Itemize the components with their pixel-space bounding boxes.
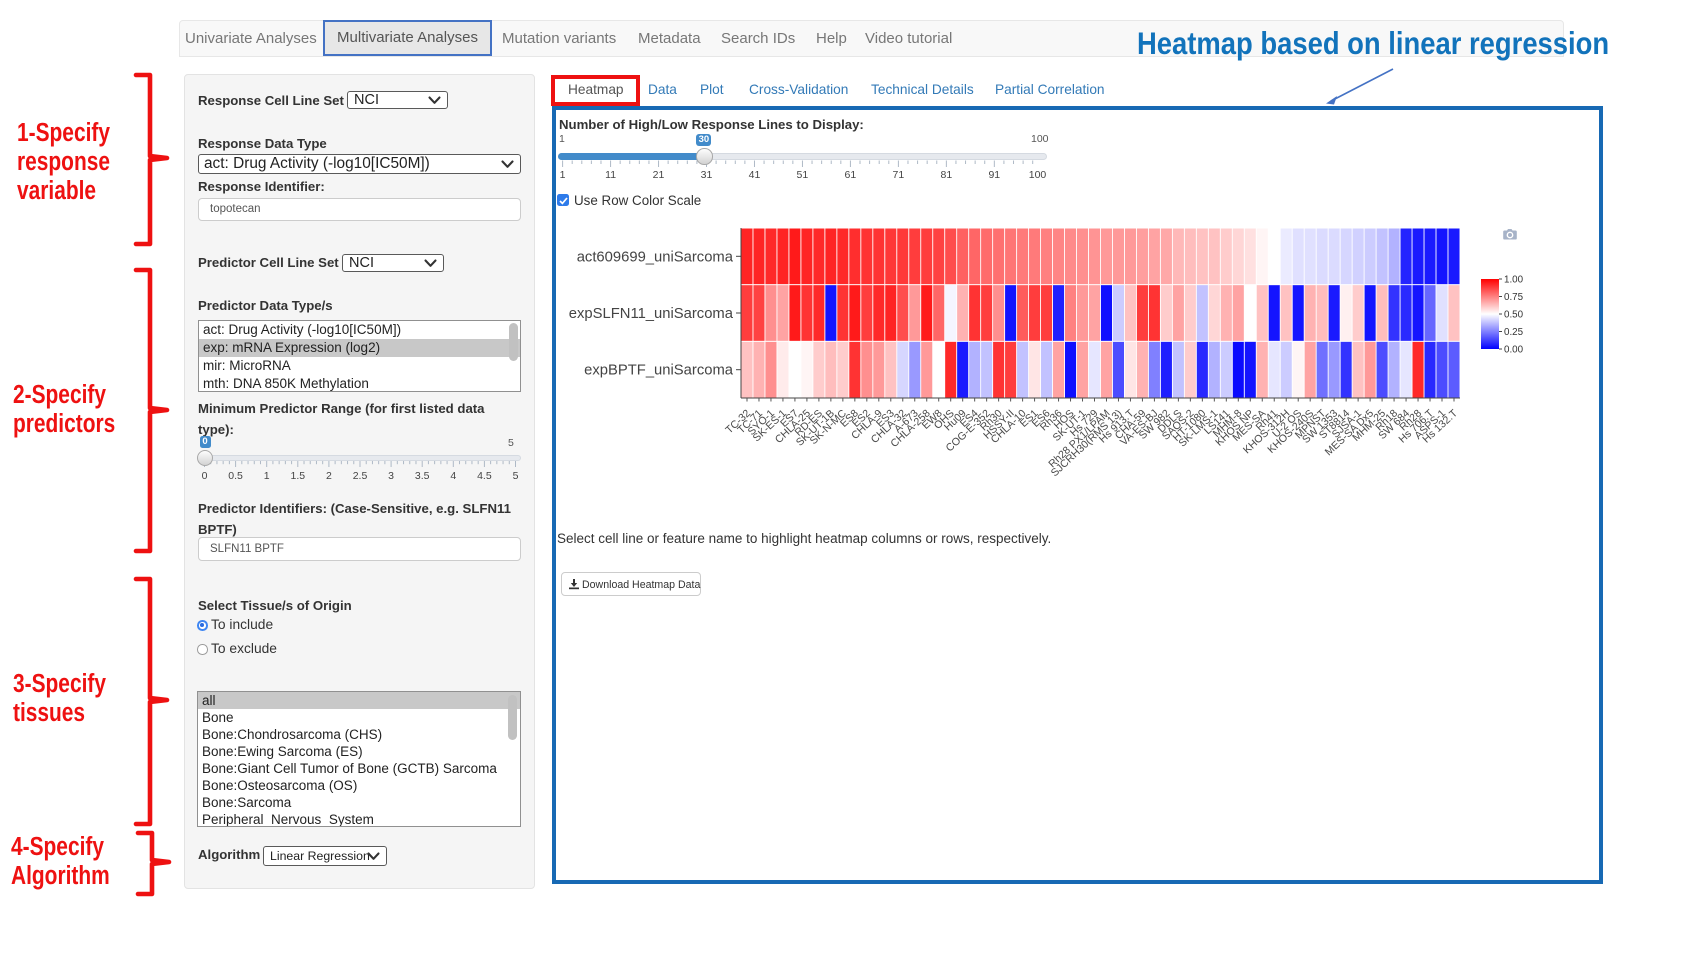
svg-text:expBPTF_uniSarcoma: expBPTF_uniSarcoma — [584, 363, 734, 379]
svg-text:1.00: 1.00 — [1504, 275, 1524, 286]
svg-text:0.25: 0.25 — [1504, 327, 1524, 338]
svg-text:expSLFN11_uniSarcoma: expSLFN11_uniSarcoma — [569, 306, 734, 322]
svg-text:0.50: 0.50 — [1504, 310, 1524, 321]
svg-text:act609699_uniSarcoma: act609699_uniSarcoma — [577, 249, 734, 265]
svg-text:0.75: 0.75 — [1504, 292, 1524, 303]
svg-text:0.00: 0.00 — [1504, 345, 1524, 356]
